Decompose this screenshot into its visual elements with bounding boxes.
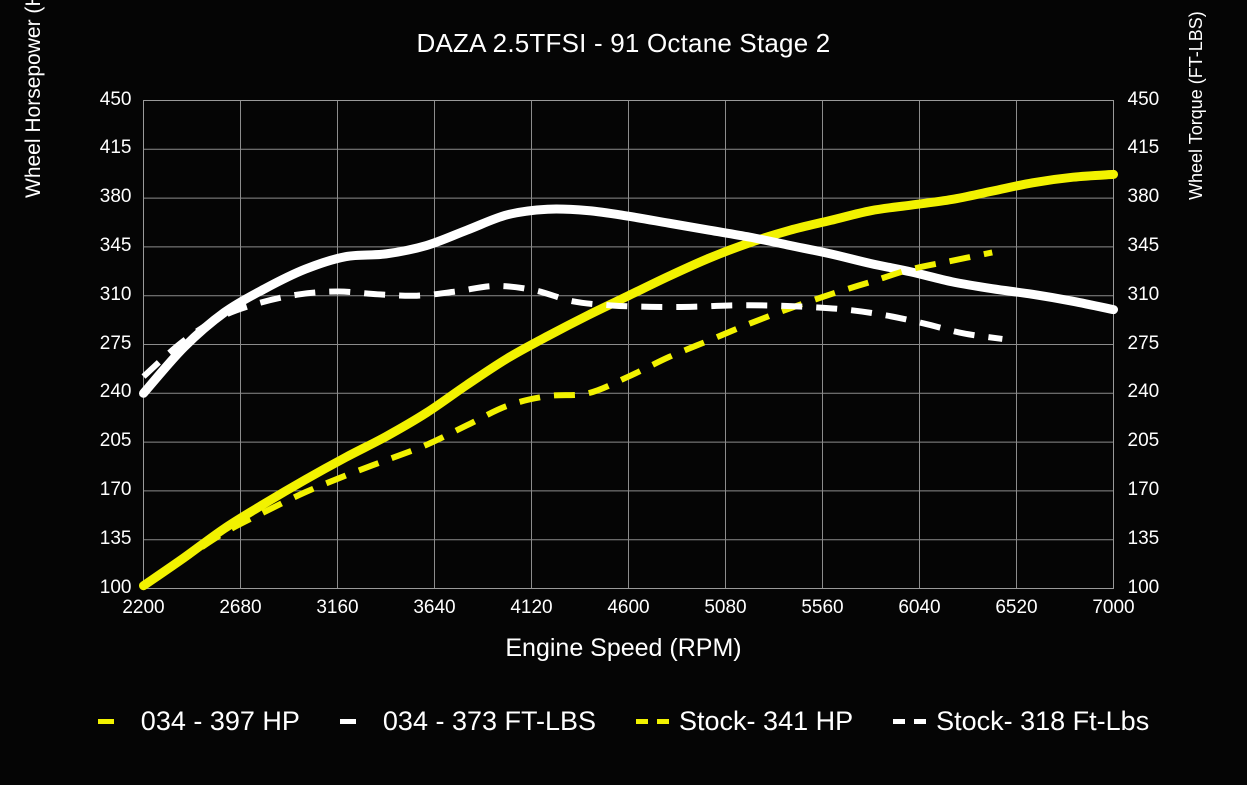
- x-tick: 4600: [607, 596, 650, 618]
- x-axis-label: Engine Speed (RPM): [505, 634, 742, 662]
- y-tick-right: 240: [1127, 381, 1160, 403]
- legend-label: Stock- 341 HP: [679, 706, 854, 736]
- y-tick-left: 240: [99, 381, 132, 403]
- legend-swatch-icon: [97, 719, 114, 724]
- legend-item-2[interactable]: 034 - 373 FT-LBS: [339, 706, 597, 737]
- y-tick-left: 415: [99, 137, 132, 159]
- series-line-3: [141, 249, 993, 589]
- x-tick: 2200: [122, 596, 165, 618]
- y-tick-left: 100: [99, 576, 132, 598]
- y-tick-right: 415: [1127, 137, 1160, 159]
- legend-label: Stock- 318 Ft-Lbs: [936, 706, 1150, 736]
- y-tick-left: 170: [99, 478, 132, 500]
- y-tick-right: 100: [1127, 576, 1160, 598]
- x-tick: 4120: [510, 596, 553, 618]
- legend-swatch-icon: [893, 719, 928, 724]
- legend-item-1[interactable]: 034 - 397 HP: [97, 706, 300, 737]
- legend: 034 - 397 HP 034 - 373 FT-LBS Stock- 341 H…: [0, 706, 1247, 737]
- series-line-4: [141, 282, 1003, 379]
- y-tick-left: 275: [99, 332, 132, 354]
- y-tick-right: 135: [1127, 527, 1160, 549]
- y-tick-right: 170: [1127, 478, 1160, 500]
- x-tick: 5560: [801, 596, 844, 618]
- y-tick-right: 205: [1127, 430, 1160, 452]
- series-lines: [139, 169, 1118, 591]
- legend-swatch-icon: [339, 719, 356, 724]
- y-tick-right: 450: [1127, 88, 1160, 110]
- y-tick-left: 450: [99, 88, 132, 110]
- y-tick-left: 380: [99, 186, 132, 208]
- y-tick-left: 135: [99, 527, 132, 549]
- x-tick: 5080: [704, 596, 747, 618]
- y-tick-left: 310: [99, 283, 132, 305]
- page-title: DAZA 2.5TFSI - 91 Octane Stage 2: [416, 28, 831, 58]
- legend-item-3[interactable]: Stock- 341 HP: [636, 706, 853, 737]
- legend-label: 034 - 397 HP: [140, 706, 300, 736]
- y-tick-left: 205: [99, 430, 132, 452]
- y-tick-right: 275: [1127, 332, 1160, 354]
- legend-label: 034 - 373 FT-LBS: [382, 706, 597, 736]
- legend-item-4[interactable]: Stock- 318 Ft-Lbs: [893, 706, 1149, 737]
- y-tick-left: 345: [99, 234, 132, 256]
- legend-swatch-icon: [636, 719, 671, 724]
- x-tick: 3160: [316, 596, 359, 618]
- x-tick: 2680: [219, 596, 262, 618]
- series-line-1: [139, 169, 1118, 591]
- x-tick: 7000: [1092, 596, 1135, 618]
- x-tick: 6520: [995, 596, 1038, 618]
- plot-frame: [143, 100, 1114, 589]
- y-tick-right: 310: [1127, 283, 1160, 305]
- gridlines: [143, 100, 1114, 589]
- series-line-2: [139, 204, 1118, 398]
- y-tick-right: 380: [1127, 186, 1160, 208]
- x-tick: 6040: [898, 596, 941, 618]
- x-tick: 3640: [413, 596, 456, 618]
- y-tick-right: 345: [1127, 234, 1160, 256]
